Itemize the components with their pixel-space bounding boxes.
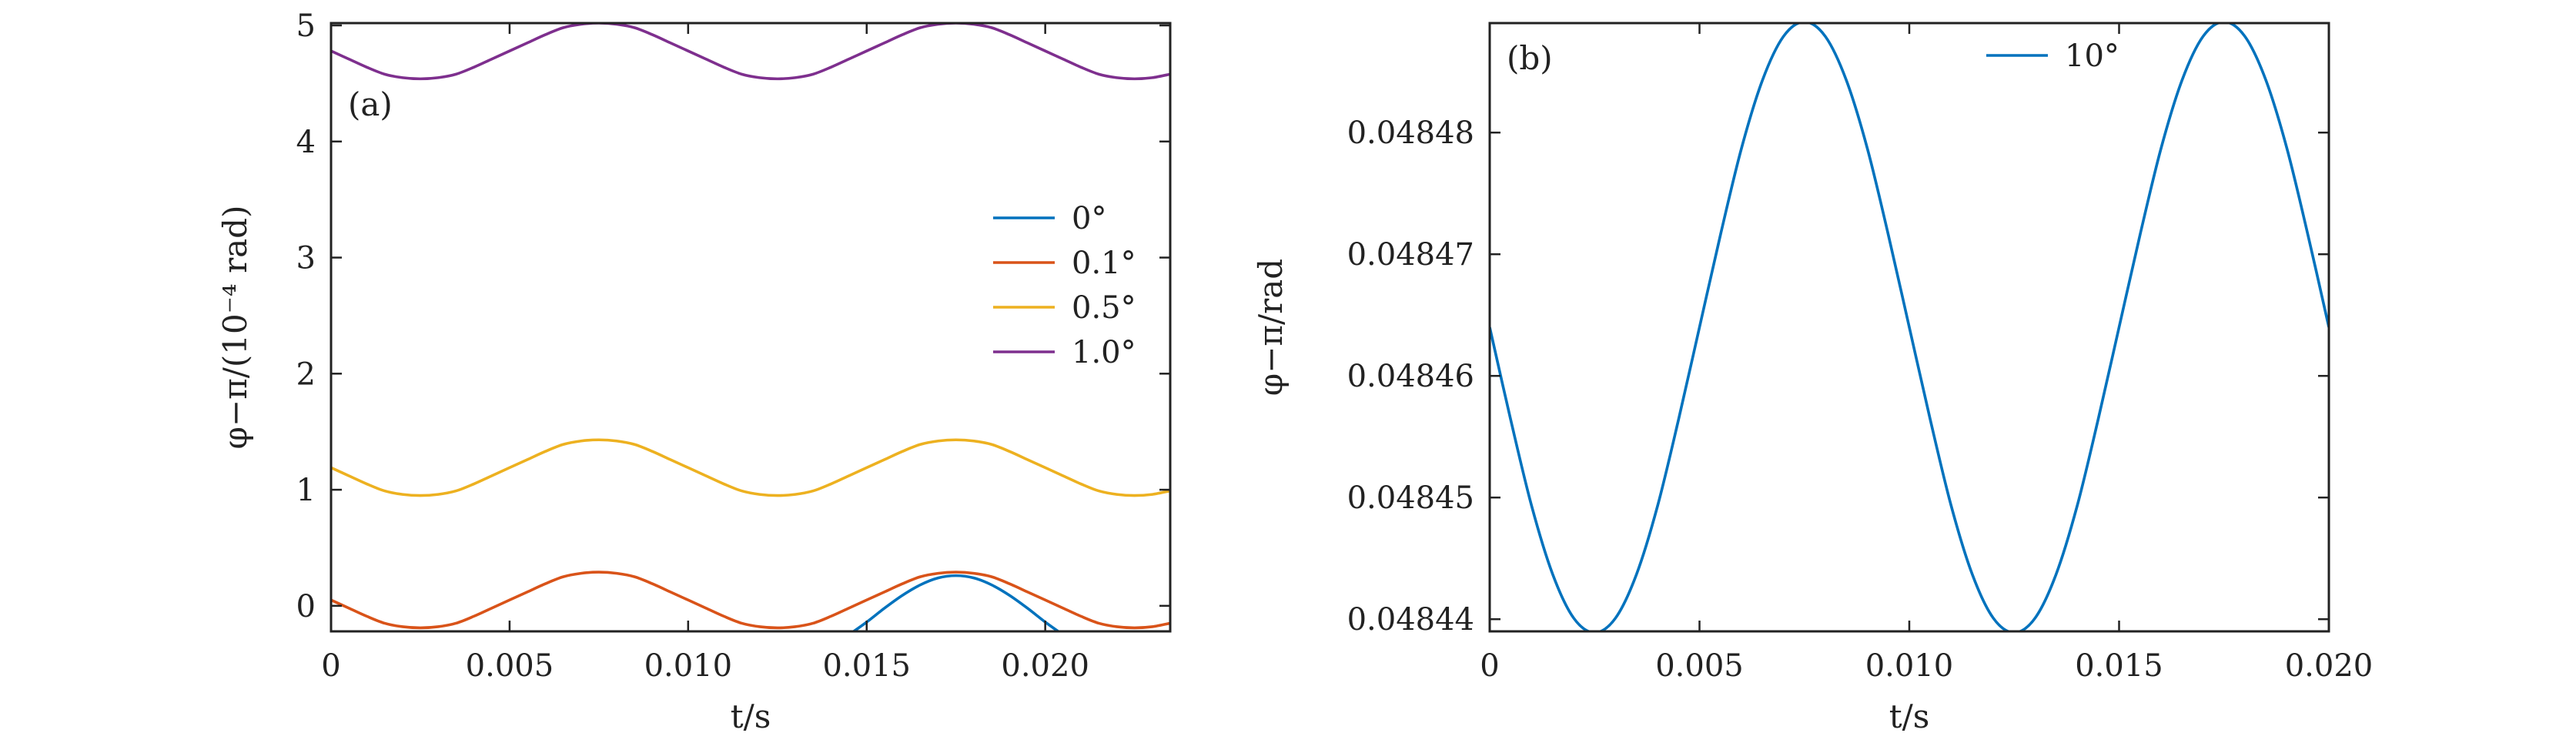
x-tick-label: 0.020 [2285, 648, 2374, 684]
x-tick-label: 0.020 [1001, 648, 1089, 684]
y-tick-label: 0.04848 [1347, 115, 1474, 151]
y-tick-label: 0.04847 [1347, 237, 1474, 273]
y-tick-label: 0.04846 [1347, 359, 1474, 394]
y-tick-label: 0.04845 [1347, 480, 1474, 516]
plot-area [331, 23, 1170, 631]
x-tick-label: 0.005 [466, 648, 554, 684]
series-line-1 [851, 574, 1061, 631]
y-tick-label: 0 [296, 589, 316, 624]
x-axis-label: t/s [731, 698, 771, 735]
legend: 0° 0.1° 0.5° 1.0° [993, 201, 1136, 370]
x-axis-label: t/s [1889, 698, 1930, 735]
series-line-1 [1490, 23, 2329, 631]
y-tick-label: 2 [296, 356, 316, 392]
legend-label: 0° [1072, 201, 1106, 236]
panel-label: (a) [348, 85, 393, 123]
legend: 10° [1986, 38, 2119, 74]
x-tick-label: 0.010 [1865, 648, 1954, 684]
legend-label: 1.0° [1072, 335, 1136, 370]
y-tick-label: 5 [296, 8, 316, 44]
x-tick-label: 0.015 [822, 648, 911, 684]
y-tick-label: 4 [296, 125, 316, 160]
y-tick-label: 0.04844 [1347, 602, 1474, 638]
x-tick-label: 0 [321, 648, 340, 684]
panel-label: (b) [1507, 39, 1553, 77]
legend-label: 0.1° [1072, 246, 1136, 281]
series-line-3 [331, 438, 1170, 497]
plot-area [1490, 23, 2329, 631]
panel-b: 0 0.005 0.010 0.015 0.020 0.04844 0.04845 0.048… [1252, 22, 2373, 735]
y-axis-label: φ−π/rad [1252, 259, 1290, 396]
legend-label: 10° [2065, 38, 2119, 74]
y-tick-label: 1 [296, 473, 316, 508]
y-axis-label: φ−π/(10⁻⁴ rad) [216, 206, 254, 450]
series-line-2 [331, 571, 1170, 630]
plot-frame [330, 22, 1172, 633]
legend-label: 0.5° [1072, 290, 1136, 326]
x-tick-label: 0.005 [1655, 648, 1744, 684]
y-tick-label: 3 [296, 241, 316, 276]
x-tick-label: 0.010 [644, 648, 733, 684]
panel-a: 0 0.005 0.010 0.015 0.020 0 1 2 3 4 5 t/s φ−π/(10⁻⁴ … [216, 8, 1172, 735]
x-tick-label: 0.015 [2075, 648, 2163, 684]
series-line-4 [331, 23, 1170, 81]
x-tick-label: 0 [1480, 648, 1499, 684]
